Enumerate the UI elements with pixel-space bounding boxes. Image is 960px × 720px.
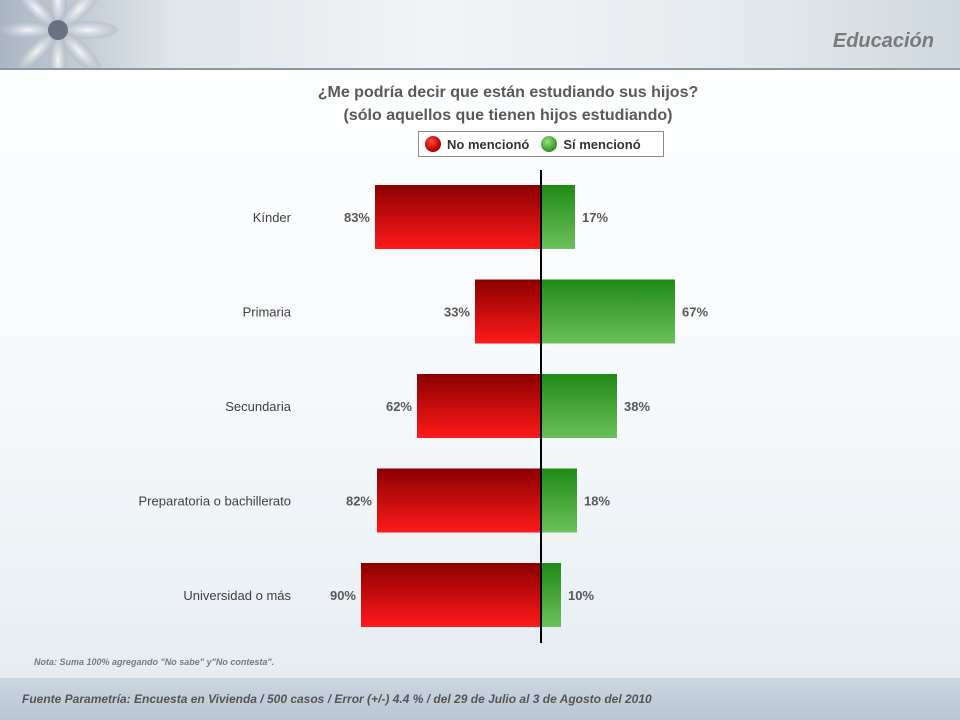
bar-si-primaria <box>541 279 675 344</box>
value-label-no-kinder: 83% <box>344 210 370 225</box>
legend-red-dot-icon <box>425 136 441 152</box>
footnote: Nota: Suma 100% agregando "No sabe" y"No… <box>34 657 275 667</box>
value-label-si-secundaria: 38% <box>624 399 650 414</box>
bar-si-kinder <box>541 185 575 249</box>
bar-no-universidad-o-mas <box>361 563 541 627</box>
legend-green-dot-icon <box>541 136 558 152</box>
category-label-primaria: Primaria <box>243 305 292 320</box>
bar-si-universidad-o-mas <box>541 563 561 627</box>
value-label-no-secundaria: 62% <box>386 399 412 414</box>
legend-item-no: No mencionó <box>425 136 529 152</box>
bar-no-primaria <box>475 279 541 344</box>
bar-si-secundaria <box>541 374 617 438</box>
value-label-si-kinder: 17% <box>582 210 608 225</box>
diverging-bar-chart: Kínder 83% 17% Primaria 33% 67% Secundaria 62% 3… <box>139 170 708 643</box>
value-label-no-preparatoria-o-bachillerato: 82% <box>346 494 372 509</box>
bar-no-secundaria <box>417 374 541 438</box>
chart-legend: No mencionó Sí mencionó <box>418 131 664 157</box>
legend-item-si: Sí mencionó <box>541 136 641 152</box>
flower-decoration-icon <box>0 0 118 68</box>
bar-si-preparatoria-o-bachillerato <box>541 468 577 533</box>
legend-label-si: Sí mencionó <box>563 136 641 152</box>
category-label-secundaria: Secundaria <box>225 399 292 414</box>
section-title: Educación <box>832 30 934 52</box>
legend-label-no: No mencionó <box>447 136 530 152</box>
bar-no-preparatoria-o-bachillerato <box>377 468 541 533</box>
category-label-preparatoria-o-bachillerato: Preparatoria o bachillerato <box>139 494 291 509</box>
chart-subtitle: (sólo aquellos que tienen hijos estudian… <box>343 107 673 124</box>
value-label-no-primaria: 33% <box>444 305 470 320</box>
value-label-si-primaria: 67% <box>682 305 708 320</box>
value-label-si-preparatoria-o-bachillerato: 18% <box>584 494 610 509</box>
chart-title: ¿Me podría decir que están estudiando su… <box>317 84 699 101</box>
category-label-universidad-o-mas: Universidad o más <box>183 588 291 603</box>
source-text: Fuente Parametría: Encuesta en Vivienda … <box>22 692 652 706</box>
footer-bar: Fuente Parametría: Encuesta en Vivienda … <box>0 678 960 720</box>
category-label-kinder: Kínder <box>253 210 292 225</box>
header-banner: Educación <box>0 0 960 70</box>
value-label-no-universidad-o-mas: 90% <box>330 588 356 603</box>
value-label-si-universidad-o-mas: 10% <box>568 588 594 603</box>
bar-no-kinder <box>375 185 541 249</box>
